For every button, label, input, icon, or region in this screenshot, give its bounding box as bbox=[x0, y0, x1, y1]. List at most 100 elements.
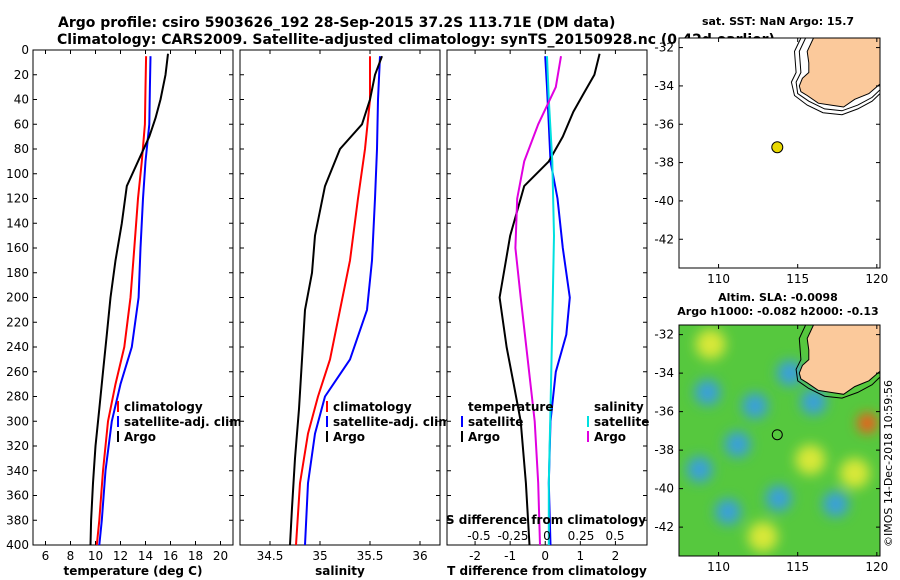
y-tick-label: 180 bbox=[6, 266, 29, 280]
legend-sal-satellite: satellite bbox=[594, 415, 649, 429]
map-y-tick-label: -40 bbox=[654, 482, 674, 496]
sla-anomaly-blue bbox=[776, 360, 803, 387]
difference-xlabel: T difference from climatology bbox=[447, 564, 647, 578]
map-x-tick-label: 115 bbox=[786, 560, 809, 574]
y-tick-label: 160 bbox=[6, 241, 29, 255]
top-tick-label: -0.5 bbox=[467, 529, 490, 543]
top-tick-label: 0 bbox=[543, 529, 551, 543]
x-tick-label: 34.5 bbox=[257, 549, 284, 563]
x-tick-label: 14 bbox=[138, 549, 153, 563]
y-tick-label: 100 bbox=[6, 167, 29, 181]
y-tick-label: 320 bbox=[6, 439, 29, 453]
salinity-axes-frame bbox=[239, 49, 441, 546]
top-tick-label: -0.25 bbox=[497, 529, 528, 543]
map-x-tick-label: 120 bbox=[865, 272, 888, 286]
sla-map-title-1: Altim. SLA: -0.0098 bbox=[718, 291, 838, 304]
y-tick-label: 360 bbox=[6, 489, 29, 503]
map-y-tick-label: -38 bbox=[654, 443, 674, 457]
series-satellite-adj-clim- bbox=[98, 56, 152, 546]
x-tick-label: 0 bbox=[541, 549, 549, 563]
sst-map-panel: sat. SST: NaN Argo: 15.7 110 115 120 -32 -34… bbox=[654, 15, 888, 286]
legend-swatch-sal-satellite bbox=[587, 416, 589, 427]
sla-map-frame bbox=[678, 324, 881, 557]
map-y-tick-label: -34 bbox=[654, 366, 674, 380]
sla-map-ticks: 110 115 120 -32 -34 -36 -38 -40 -42 bbox=[654, 325, 888, 574]
x-tick-label: 8 bbox=[67, 549, 75, 563]
difference-series bbox=[498, 53, 601, 546]
x-tick-label: 16 bbox=[163, 549, 178, 563]
y-tick-label: 60 bbox=[14, 117, 29, 131]
x-tick-label: 36 bbox=[412, 549, 427, 563]
legend-sal-argo: Argo bbox=[594, 430, 626, 444]
bathymetry-contour bbox=[790, 37, 881, 116]
sst-map-ticks: 110 115 120 -32 -34 -36 -38 -40 -42 bbox=[654, 38, 888, 286]
difference-axes-frame bbox=[446, 49, 648, 546]
x-tick-label: 35 bbox=[312, 549, 327, 563]
sla-anomaly-blue bbox=[822, 491, 849, 518]
x-tick-label: 1 bbox=[577, 549, 585, 563]
legend-swatch-argo bbox=[326, 431, 328, 442]
map-x-tick-label: 115 bbox=[786, 272, 809, 286]
y-tick-label: 220 bbox=[6, 315, 29, 329]
sla-anomaly-yellow bbox=[839, 458, 870, 489]
sst-map-title: sat. SST: NaN Argo: 15.7 bbox=[702, 15, 854, 28]
temp-legend-climatology: climatology bbox=[124, 400, 203, 414]
sla-anomaly-blue bbox=[686, 456, 713, 483]
difference-ticks: -2 -1 0 1 2 bbox=[447, 49, 647, 563]
y-tick-label: 200 bbox=[6, 291, 29, 305]
sla-map-content-clip bbox=[679, 325, 880, 556]
y-tick-label: 80 bbox=[14, 142, 29, 156]
map-x-tick-label: 110 bbox=[707, 560, 730, 574]
title-line-1: Argo profile: csiro 5903626_192 28-Sep-2… bbox=[58, 15, 615, 31]
sal-legend-satellite-adj: satellite-adj. clim. bbox=[333, 415, 455, 429]
sst-map-content bbox=[771, 37, 881, 154]
x-tick-label: 6 bbox=[42, 549, 50, 563]
top-tick-label: 0.25 bbox=[568, 529, 595, 543]
map-y-tick-label: -42 bbox=[654, 232, 674, 246]
sla-anomaly-yellow bbox=[747, 521, 778, 552]
sla-anomaly-blue bbox=[741, 392, 768, 419]
series-satellite-adj-clim- bbox=[304, 56, 381, 546]
sla-anomaly-blue bbox=[715, 498, 742, 525]
temperature-panel: 0 20 40 60 80 100 120 140 160 180 200 220 240 260 280 3… bbox=[6, 43, 246, 578]
argo-float-marker bbox=[771, 141, 784, 154]
legend-temp-satellite: satellite bbox=[468, 415, 523, 429]
sla-map-panel: Altim. SLA: -0.0098 Argo h1000: -0.082 h… bbox=[654, 291, 888, 574]
sla-anomaly-yellow bbox=[795, 444, 826, 475]
legend-swatch-temp-argo bbox=[461, 431, 463, 442]
sla-anomaly-red bbox=[857, 413, 878, 434]
map-y-tick-label: -42 bbox=[654, 520, 674, 534]
sla-anomaly-field bbox=[686, 329, 878, 552]
x-tick-label: 12 bbox=[113, 549, 128, 563]
difference-legend: temperature satellite Argo salinity sate… bbox=[461, 400, 649, 444]
legend-temp-argo: Argo bbox=[468, 430, 500, 444]
land-australia bbox=[798, 37, 881, 108]
sla-anomaly-yellow bbox=[695, 329, 726, 360]
legend-swatch-climatology bbox=[117, 401, 119, 412]
series-climatology bbox=[95, 56, 148, 546]
difference-top-xlabel: S difference from climatology bbox=[446, 513, 646, 527]
map-x-tick-label: 110 bbox=[707, 272, 730, 286]
sla-anomaly-blue bbox=[800, 389, 827, 415]
map-y-tick-label: -34 bbox=[654, 79, 674, 93]
imos-watermark: ©IMOS 14-Dec-2018 10:59:56 bbox=[882, 380, 895, 547]
y-tick-label: 20 bbox=[14, 68, 29, 82]
legend-swatch-argo bbox=[117, 431, 119, 442]
map-y-tick-label: -32 bbox=[654, 328, 674, 342]
temperature-ticks: 0 20 40 60 80 100 120 140 160 180 200 220 240 260 280 3… bbox=[6, 43, 233, 563]
legend-swatch-satellite-adj bbox=[326, 416, 328, 427]
sla-map-title-2: Argo h1000: -0.082 h2000: -0.13 bbox=[677, 305, 878, 318]
y-tick-label: 340 bbox=[6, 464, 29, 478]
y-tick-label: 120 bbox=[6, 192, 29, 206]
x-tick-label: 35.5 bbox=[357, 549, 384, 563]
bathymetry-contour bbox=[795, 37, 881, 112]
sla-anomaly-blue bbox=[694, 379, 721, 406]
series-argo bbox=[89, 53, 169, 546]
x-tick-label: -1 bbox=[504, 549, 516, 563]
y-tick-label: 240 bbox=[6, 340, 29, 354]
top-tick-label: 0.5 bbox=[605, 529, 624, 543]
x-tick-label: 20 bbox=[213, 549, 228, 563]
series-argo bbox=[289, 55, 383, 546]
salinity-ticks: 34.5 35 35.5 36 bbox=[240, 49, 440, 563]
